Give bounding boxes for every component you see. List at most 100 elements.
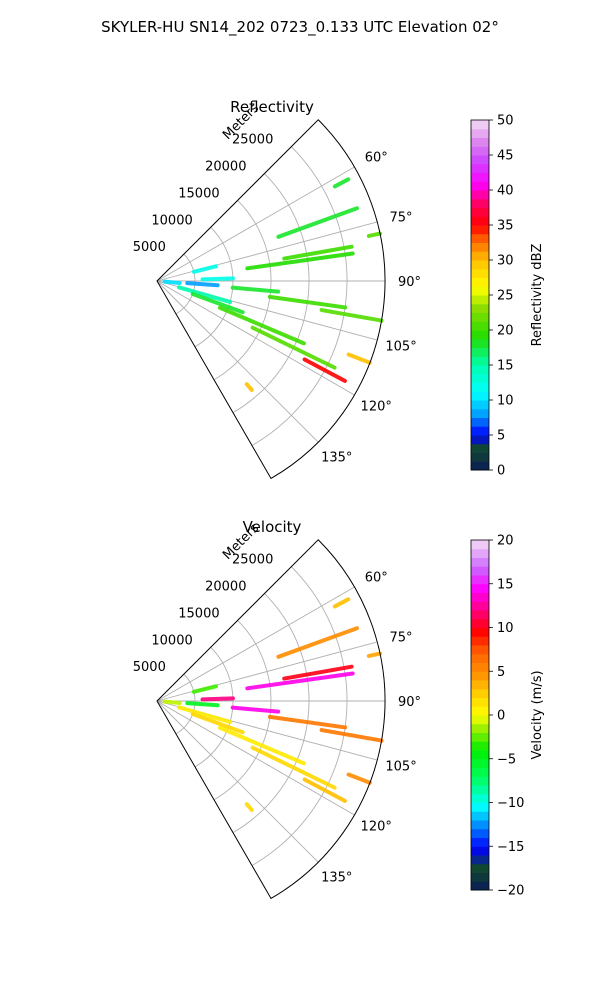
colorbar-tick-label: −20	[497, 884, 524, 899]
colorbar-bin	[471, 627, 489, 637]
azimuth-gridline	[156, 280, 355, 396]
colorbar-bin	[471, 216, 489, 226]
range-ring	[232, 593, 310, 834]
colorbar-bin	[471, 715, 489, 725]
colorbar-bin	[471, 592, 489, 602]
colorbar-tick-label: −10	[497, 796, 524, 811]
panel-velocity: Velocity500010000150002000025000Meters60…	[133, 518, 545, 900]
colorbar-tick-label: 20	[497, 324, 514, 339]
colorbar-bin	[471, 557, 489, 567]
azimuth-tick-label: 120°	[361, 399, 392, 414]
panel-title: Reflectivity	[230, 98, 314, 116]
range-ring	[175, 673, 196, 735]
colorbar-tick-label: −5	[497, 752, 516, 767]
colorbar-bin	[471, 356, 489, 366]
sector-outline	[156, 119, 386, 480]
echo-segment	[162, 279, 182, 285]
colorbar-bin	[471, 181, 489, 191]
echo-segment	[200, 696, 235, 702]
colorbar-bin	[471, 688, 489, 698]
colorbar-bin	[471, 575, 489, 585]
range-tick-label: 10000	[151, 213, 192, 228]
colorbar-tick-label: 35	[497, 219, 514, 234]
colorbar-bin	[471, 863, 489, 873]
colorbar-tick-label: 10	[497, 621, 514, 636]
colorbar-tick-label: 45	[497, 149, 514, 164]
echo-segment	[250, 325, 337, 370]
echo-segment	[319, 728, 384, 743]
azimuth-tick-label: 75°	[390, 211, 413, 226]
colorbar-bin	[471, 303, 489, 313]
azimuth-tick-label: 135°	[321, 451, 352, 466]
echo-segment	[190, 711, 245, 735]
echo-segment	[282, 664, 354, 681]
azimuth-tick-label: 75°	[390, 631, 413, 646]
colorbar-bin	[471, 338, 489, 348]
colorbar-bin	[471, 697, 489, 707]
azimuth-gridline	[156, 700, 319, 863]
range-ring	[232, 173, 310, 414]
colorbar-bin	[471, 435, 489, 445]
colorbar-bin	[471, 723, 489, 733]
colorbar-bin	[471, 881, 489, 891]
colorbar-tick-label: 5	[497, 429, 505, 444]
azimuth-tick-label: 105°	[385, 339, 416, 354]
echo-segment	[346, 772, 372, 785]
echo-segment	[191, 684, 218, 694]
echo-segment	[245, 251, 355, 271]
echo-segment	[230, 705, 281, 714]
colorbar-bin	[471, 820, 489, 830]
azimuth-gridline	[156, 280, 319, 443]
range-tick-label: 10000	[151, 633, 192, 648]
colorbar-bin	[471, 190, 489, 200]
colorbar-bin	[471, 365, 489, 375]
colorbar-tick-label: 15	[497, 359, 514, 374]
colorbar-bin	[471, 680, 489, 690]
echo-segment	[267, 294, 348, 310]
azimuth-tick-label: 90°	[398, 695, 421, 710]
range-tick-label: 20000	[205, 580, 246, 595]
range-tick-label: 5000	[133, 240, 166, 255]
echo-segment	[244, 802, 254, 812]
range-tick-label: 5000	[133, 660, 166, 675]
colorbar-bin	[471, 330, 489, 340]
colorbar-bin	[471, 785, 489, 795]
range-tick-label: 20000	[205, 160, 246, 175]
echo-segment	[185, 701, 220, 708]
colorbar-bin	[471, 767, 489, 777]
echo-segment	[230, 285, 281, 294]
colorbar-bin	[471, 671, 489, 681]
echo-segment	[217, 305, 306, 346]
range-ring	[251, 566, 348, 866]
azimuth-tick-label: 105°	[385, 759, 416, 774]
colorbar-bin	[471, 855, 489, 865]
colorbar-bin	[471, 163, 489, 173]
range-ring	[251, 146, 348, 446]
echo-segment	[250, 745, 337, 790]
echo-segment	[176, 285, 233, 304]
colorbar-bin	[471, 601, 489, 611]
echo-segment	[276, 206, 359, 239]
colorbar-tick-label: 0	[497, 464, 505, 479]
range-tick-label: 15000	[178, 606, 219, 621]
echo-segment	[185, 281, 220, 288]
echo-segment	[302, 357, 347, 383]
echo-segment	[200, 276, 235, 282]
colorbar-bin	[471, 793, 489, 803]
colorbar-bin	[471, 417, 489, 427]
colorbar-bin	[471, 566, 489, 576]
colorbar-bin	[471, 120, 489, 130]
colorbar-bin	[471, 732, 489, 742]
colorbar-bin	[471, 260, 489, 270]
colorbar-bin	[471, 207, 489, 217]
echo-segment	[302, 777, 347, 803]
colorbar-bin	[471, 400, 489, 410]
colorbar-bin	[471, 802, 489, 812]
colorbar-bin	[471, 548, 489, 558]
range-tick-label: 15000	[178, 186, 219, 201]
colorbar-bin	[471, 750, 489, 760]
panel-reflectivity: Reflectivity500010000150002000025000Mete…	[133, 98, 545, 480]
echo-segment	[332, 597, 351, 609]
colorbar-tick-label: 15	[497, 577, 514, 592]
colorbar-bin	[471, 198, 489, 208]
